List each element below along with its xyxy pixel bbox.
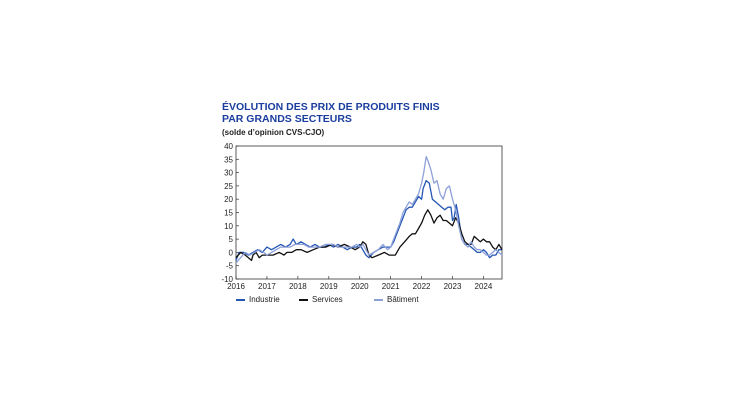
- x-tick-label: 2019: [320, 282, 338, 291]
- chart-title-line-2: PAR GRANDS SECTEURS: [222, 113, 352, 125]
- legend-swatch: [374, 298, 383, 301]
- x-tick-label: 2024: [475, 282, 493, 291]
- x-tick-label: 2020: [351, 282, 369, 291]
- series-layer: [235, 155, 503, 264]
- legend-label: Services: [312, 295, 343, 304]
- x-tick-label: 2016: [227, 282, 245, 291]
- legend-label: Bâtiment: [387, 295, 419, 304]
- legend-swatch: [236, 298, 245, 301]
- x-tick-label: 2021: [382, 282, 400, 291]
- y-tick-label: 10: [224, 222, 233, 231]
- legend-label: Industrie: [249, 295, 280, 304]
- x-tick-label: 2017: [258, 282, 276, 291]
- x-tick-label: 2023: [444, 282, 462, 291]
- y-tick-label: 15: [224, 209, 233, 218]
- legend-item: Industrie: [236, 295, 280, 304]
- series-line-services: [235, 209, 503, 262]
- chart-title: ÉVOLUTION DES PRIX DE PRODUITS FINIS PAR…: [222, 101, 542, 125]
- y-tick-label: 40: [224, 142, 233, 151]
- y-tick-label: -10: [221, 275, 233, 284]
- y-tick-label: 0: [229, 248, 234, 257]
- y-tick-label: 20: [224, 195, 233, 204]
- y-tick-label: 35: [224, 155, 233, 164]
- y-tick-label: 25: [224, 182, 233, 191]
- plot-frame: [235, 145, 503, 280]
- x-tick-label: 2018: [289, 282, 307, 291]
- legend-item: Bâtiment: [374, 295, 419, 304]
- y-tick-label: -5: [226, 262, 234, 271]
- x-tick-label: 2022: [413, 282, 431, 291]
- legend-item: Services: [299, 295, 343, 304]
- chart-subtitle: (solde d’opinion CVS-CJO): [222, 128, 325, 137]
- chart-axes: -10 -5 0 5 10 15 20 25 30 35 40 2016 2017 2018 2019 202…: [221, 142, 503, 291]
- chart-title-line-1: ÉVOLUTION DES PRIX DE PRODUITS FINIS: [222, 101, 440, 113]
- y-tick-label: 5: [229, 235, 234, 244]
- series-line-industrie: [235, 179, 502, 261]
- legend-swatch: [299, 298, 308, 301]
- y-tick-label: 30: [224, 169, 233, 178]
- series-line-batiment: [235, 155, 503, 264]
